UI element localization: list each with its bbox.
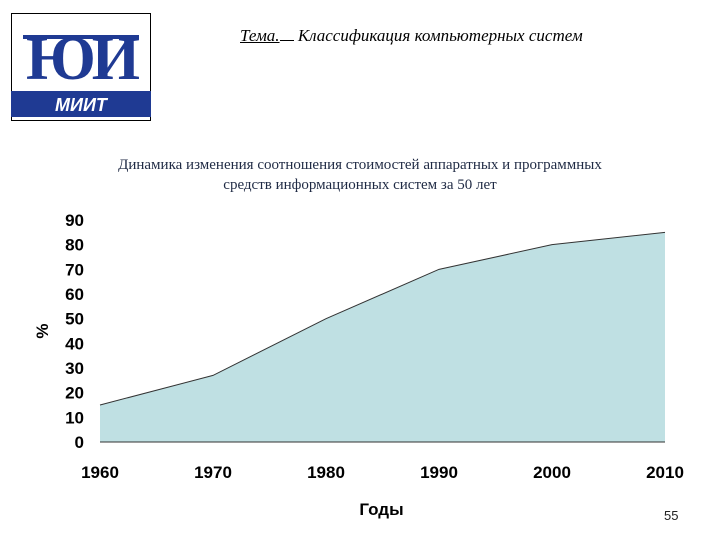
area-series-fill [100,232,665,442]
area-series-line [99,231,666,406]
x-tick-label: 1970 [194,463,232,482]
y-tick-label: 70 [65,260,84,279]
logo-band [11,91,151,117]
y-tick-label: 30 [65,359,84,378]
y-tick-label: 10 [65,408,84,427]
slide-title-line2: средств информационных систем за 50 лет [223,177,497,193]
y-tick-label: 60 [65,285,84,304]
page-number: 55 [664,508,679,523]
y-axis-label: % [33,323,52,338]
y-tick-label: 40 [65,334,84,353]
logo: ЮИ МИИТ [11,13,151,121]
logo-bar [23,35,139,39]
y-tick-label: 20 [65,384,84,403]
x-tick-label: 2010 [646,463,684,482]
x-tick-label: 2000 [533,463,571,482]
x-axis-label: Годы [359,500,403,519]
topic-underline [279,26,294,41]
slide-title-line1: Динамика изменения соотношения стоимосте… [118,157,602,173]
x-tick-label: 1960 [81,463,119,482]
logo-wordmark: МИИТ [55,95,109,115]
x-axis-ticks: 1960 1970 1980 1990 2000 2010 [81,463,684,482]
slide-title: Динамика изменения соотношения стоимосте… [20,155,700,195]
topic-label: Тема. [240,26,280,45]
y-tick-label: 0 [75,433,84,452]
x-tick-label: 1980 [307,463,345,482]
y-tick-label: 80 [65,236,84,255]
header-topic: Тема. Классификация компьютерных систем [240,26,583,46]
topic-text: Классификация компьютерных систем [297,26,583,45]
y-tick-label: 90 [65,211,84,230]
area-chart: 0 10 20 30 40 50 60 70 80 90 1960 1970 1980 1990 2000… [33,211,684,519]
x-tick-label: 1990 [420,463,458,482]
y-tick-label: 50 [65,310,84,329]
y-axis-ticks: 0 10 20 30 40 50 60 70 80 90 [65,211,84,452]
